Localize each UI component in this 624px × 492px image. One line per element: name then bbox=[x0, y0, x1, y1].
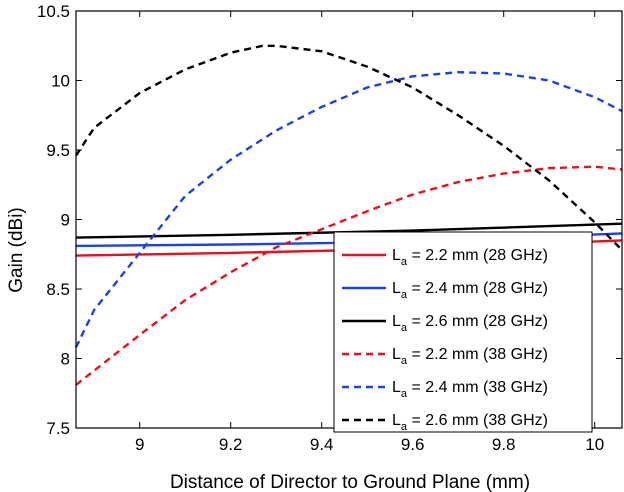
legend-label-4: La = 2.2 mm (38 GHz) bbox=[392, 346, 548, 367]
legend-box bbox=[333, 231, 593, 433]
x-tick-label: 9.6 bbox=[401, 435, 425, 454]
x-tick-label: 9 bbox=[135, 435, 144, 454]
legend-symbol: L bbox=[392, 280, 401, 297]
series-line-4 bbox=[75, 165, 623, 386]
y-tick-label: 9.5 bbox=[46, 141, 70, 160]
legend-name: = 2.6 mm (38 GHz) bbox=[407, 412, 548, 429]
legend-name: = 2.4 mm (28 GHz) bbox=[407, 280, 548, 297]
y-tick-label: 7.5 bbox=[46, 419, 70, 438]
legend-symbol: L bbox=[392, 313, 401, 330]
legend-name: = 2.2 mm (28 GHz) bbox=[407, 247, 548, 264]
x-tick-label: 10 bbox=[585, 435, 604, 454]
legend-subscript: a bbox=[401, 421, 408, 433]
series-line-5 bbox=[74, 71, 623, 348]
legend-label-3: La = 2.6 mm (28 GHz) bbox=[392, 313, 548, 334]
y-tick-label: 9 bbox=[61, 211, 70, 230]
legend-label-5: La = 2.4 mm (38 GHz) bbox=[392, 379, 548, 400]
x-tick-label: 9.2 bbox=[219, 435, 243, 454]
legend-symbol: L bbox=[392, 346, 401, 363]
legend-symbol: L bbox=[392, 412, 401, 429]
legend-label-2: La = 2.4 mm (28 GHz) bbox=[392, 280, 548, 301]
y-tick-label: 10 bbox=[51, 72, 70, 91]
legend-subscript: a bbox=[401, 355, 408, 367]
legend-label-1: La = 2.2 mm (28 GHz) bbox=[392, 247, 548, 268]
x-tick-label: 9.8 bbox=[492, 435, 516, 454]
x-axis-title: Distance of Director to Ground Plane (mm… bbox=[170, 472, 530, 492]
legend-symbol: L bbox=[392, 247, 401, 264]
y-tick-label: 8.5 bbox=[46, 280, 70, 299]
legend-subscript: a bbox=[401, 289, 408, 301]
legend-label-6: La = 2.6 mm (38 GHz) bbox=[392, 412, 548, 433]
legend-name: = 2.4 mm (38 GHz) bbox=[407, 379, 548, 396]
legend-subscript: a bbox=[401, 388, 408, 400]
y-axis-title: Gain (dBi) bbox=[6, 207, 27, 293]
series-line-6 bbox=[74, 44, 623, 251]
legend-name: = 2.2 mm (38 GHz) bbox=[407, 346, 548, 363]
y-tick-label: 10.5 bbox=[37, 2, 70, 21]
legend-name: = 2.6 mm (28 GHz) bbox=[407, 313, 548, 330]
legend-subscript: a bbox=[401, 322, 408, 334]
y-tick-label: 8 bbox=[61, 350, 70, 369]
x-tick-label: 9.4 bbox=[310, 435, 334, 454]
legend-symbol: L bbox=[392, 379, 401, 396]
legend-subscript: a bbox=[401, 256, 408, 268]
